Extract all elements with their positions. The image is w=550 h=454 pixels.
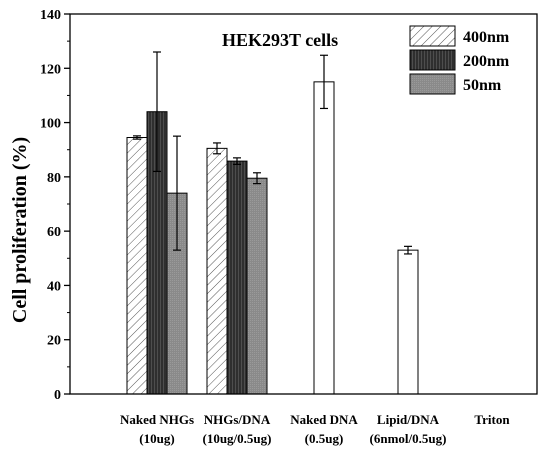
y-tick-label: 120 — [40, 62, 61, 77]
y-tick-label: 20 — [47, 334, 61, 349]
chart-title: HEK293T cells — [222, 30, 338, 50]
y-tick-label: 80 — [47, 171, 61, 186]
x-category-label: Lipid/DNA — [377, 412, 440, 427]
y-tick-label: 40 — [47, 279, 61, 294]
legend: 400nm 200nm 50nm — [409, 25, 510, 95]
y-tick-label: 0 — [54, 388, 61, 403]
legend-swatch-400nm — [409, 25, 456, 47]
x-category-sublabel: (0.5ug) — [305, 431, 344, 446]
legend-swatch-50nm — [409, 73, 456, 95]
bar-400nm — [206, 147, 228, 395]
x-axis: Naked NHGs (10ug) NHGs/DNA (10ug/0.5ug) Nake… — [120, 412, 510, 446]
bar-single — [397, 249, 419, 395]
y-tick-label: 100 — [40, 117, 61, 132]
y-tick-label: 60 — [47, 225, 61, 240]
y-axis: 0 20 40 60 80 100 120 140 — [40, 8, 70, 403]
x-category-label: Triton — [474, 412, 510, 427]
x-category-sublabel: (6nmol/0.5ug) — [370, 431, 447, 446]
bar-200nm — [226, 160, 248, 395]
y-tick-label: 140 — [40, 8, 61, 23]
x-category-sublabel: (10ug) — [139, 431, 174, 446]
plot-area — [126, 51, 419, 395]
x-category-sublabel: (10ug/0.5ug) — [203, 431, 272, 446]
x-category-label: Naked DNA — [290, 412, 358, 427]
legend-swatch-200nm — [409, 49, 456, 71]
bar-400nm — [126, 137, 148, 395]
legend-label: 400nm — [463, 29, 510, 46]
legend-label: 50nm — [463, 77, 502, 94]
bar-50nm — [246, 177, 268, 395]
plot-frame — [69, 13, 538, 395]
bar-single — [313, 81, 335, 395]
x-category-label: Naked NHGs — [120, 412, 194, 427]
x-category-label: NHGs/DNA — [204, 412, 271, 427]
legend-label: 200nm — [463, 53, 510, 70]
y-axis-label: Cell proliferation (%) — [9, 137, 31, 323]
